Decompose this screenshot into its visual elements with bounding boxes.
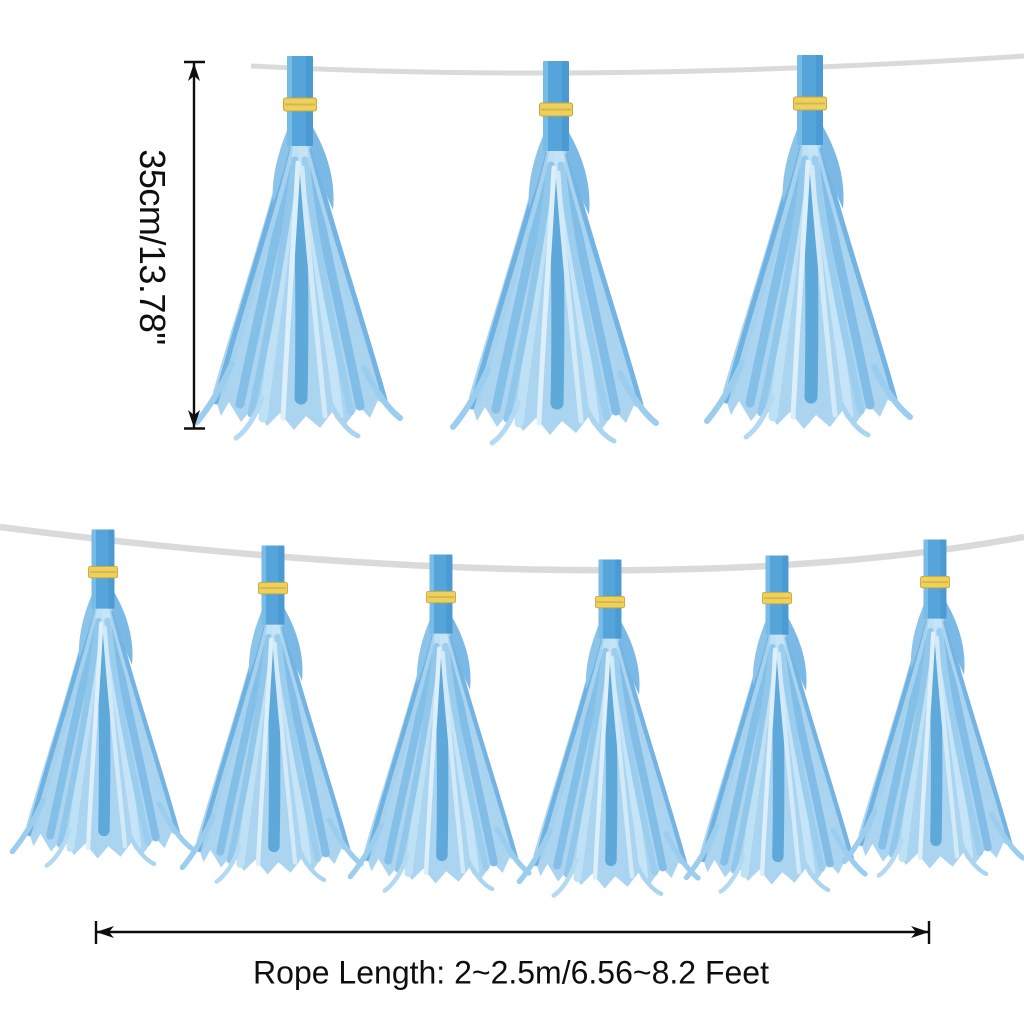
tassel-bottom-4	[519, 559, 698, 895]
top-garland-rope	[250, 53, 1024, 76]
tassel-height-label: 35cm/13.78"	[132, 149, 173, 345]
bottom-garland-rope	[0, 523, 1024, 574]
tassel-bottom-5	[686, 555, 865, 891]
tassel-bottom-3	[350, 554, 529, 890]
tassel-bottom-2	[182, 545, 361, 881]
rope-length-dimension-arrow	[94, 921, 931, 944]
tassel-top-2	[453, 61, 656, 443]
rope-length-label: Rope Length: 2~2.5m/6.56~8.2 Feet	[253, 954, 769, 991]
tassel-top-3	[707, 55, 910, 437]
height-dimension-arrow	[184, 60, 205, 430]
tassel-bottom-6	[844, 539, 1023, 875]
tassel-top-1	[197, 56, 400, 438]
tassel-bottom-1	[12, 529, 191, 865]
